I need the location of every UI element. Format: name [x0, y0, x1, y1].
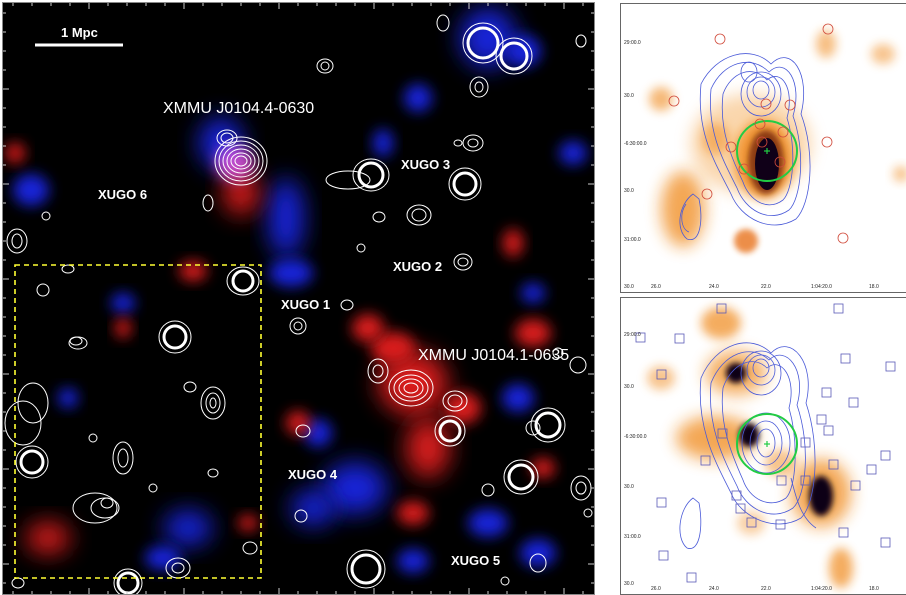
bottom-zoom-svg: 26.0 24.0 22.0 1:04:20.0 18.0 29:00.0 30… [621, 298, 906, 594]
candidate-label-3: XUGO 3 [401, 157, 450, 172]
axis-ticks [3, 3, 594, 594]
svg-text:26.0: 26.0 [651, 284, 661, 290]
bottom-zoom-panel: 26.0 24.0 22.0 1:04:20.0 18.0 29:00.0 30… [620, 297, 906, 595]
candidate-label-1: XUGO 1 [281, 297, 330, 312]
svg-text:-6:30:00.0: -6:30:00.0 [624, 141, 647, 147]
svg-text:30.0: 30.0 [624, 484, 634, 490]
candidate-label-2: XUGO 2 [393, 259, 442, 274]
svg-text:24.0: 24.0 [709, 284, 719, 290]
svg-text:29:00.0: 29:00.0 [624, 40, 641, 46]
candidate-label-5: XUGO 5 [451, 553, 500, 568]
contours [4, 14, 593, 594]
svg-text:31:00.0: 31:00.0 [624, 534, 641, 540]
aperture-circle [736, 413, 798, 475]
scale-bar-label: 1 Mpc [61, 25, 98, 40]
svg-text:22.0: 22.0 [761, 284, 771, 290]
svg-text:18.0: 18.0 [869, 284, 879, 290]
svg-text:30.0: 30.0 [624, 93, 634, 99]
top-zoom-panel: 26.0 24.0 22.0 1:04:20.0 18.0 29:00.0 30… [620, 3, 906, 293]
member-galaxy-markers [635, 303, 896, 583]
svg-text:1:04:20.0: 1:04:20.0 [811, 284, 832, 290]
svg-text:24.0: 24.0 [709, 586, 719, 592]
density-map [649, 30, 906, 253]
svg-text:30.0: 30.0 [624, 581, 634, 587]
center-marker [764, 441, 770, 447]
svg-text:1:04:20.0: 1:04:20.0 [811, 586, 832, 592]
svg-text:-6:30:00.0: -6:30:00.0 [624, 434, 647, 440]
center-marker [764, 148, 770, 154]
svg-text:26.0: 26.0 [651, 586, 661, 592]
main-sky-svg: 1 Mpc XMMU J0104.4-0630 XMMU J0104.1-063… [3, 3, 594, 594]
top-zoom-svg: 26.0 24.0 22.0 1:04:20.0 18.0 29:00.0 30… [621, 4, 906, 292]
member-galaxy-markers [668, 23, 849, 244]
cluster-label-2: XMMU J0104.1-0635 [418, 347, 569, 364]
svg-text:29:00.0: 29:00.0 [624, 332, 641, 338]
aperture-circle [736, 120, 798, 182]
dec-ticks: 29:00.0 30.0 -6:30:00.0 30.0 31:00.0 30.… [624, 332, 647, 587]
candidate-label-6: XUGO 6 [98, 187, 147, 202]
svg-text:22.0: 22.0 [761, 586, 771, 592]
svg-text:18.0: 18.0 [869, 586, 879, 592]
ra-ticks: 26.0 24.0 22.0 1:04:20.0 18.0 [651, 284, 879, 290]
dec-ticks: 29:00.0 30.0 -6:30:00.0 30.0 31:00.0 30.… [624, 40, 647, 290]
svg-text:30.0: 30.0 [624, 284, 634, 290]
cluster-label-1: XMMU J0104.4-0630 [163, 100, 314, 117]
ra-ticks: 26.0 24.0 22.0 1:04:20.0 18.0 [651, 586, 879, 592]
svg-text:30.0: 30.0 [624, 384, 634, 390]
candidate-label-4: XUGO 4 [288, 467, 338, 482]
svg-text:31:00.0: 31:00.0 [624, 237, 641, 243]
main-sky-image: 1 Mpc XMMU J0104.4-0630 XMMU J0104.1-063… [2, 2, 595, 595]
svg-text:30.0: 30.0 [624, 188, 634, 194]
